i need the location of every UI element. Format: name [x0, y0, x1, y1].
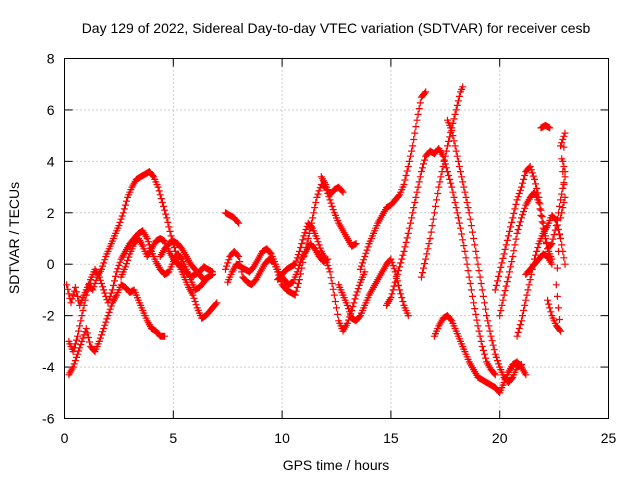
data-point-markers — [504, 358, 530, 379]
y-tick-label: 8 — [47, 51, 55, 67]
data-point-markers — [444, 116, 525, 386]
x-tick-label: 15 — [383, 430, 399, 446]
series-track-16 — [430, 312, 512, 397]
series-track-5 — [156, 237, 216, 284]
data-point-markers — [65, 227, 216, 356]
series-track-15 — [444, 116, 525, 386]
data-point-markers — [335, 255, 412, 325]
series-track-6 — [222, 209, 243, 227]
data-point-markers — [537, 121, 554, 132]
series-track-3 — [65, 281, 169, 379]
series-track-20 — [504, 358, 530, 379]
data-point-markers — [417, 83, 467, 281]
data-point-markers — [222, 209, 243, 227]
x-tick-label: 5 — [169, 430, 177, 446]
series-track-21 — [522, 250, 556, 278]
data-point-markers — [317, 173, 347, 199]
x-tick-label: 20 — [492, 430, 508, 446]
data-point-markers — [544, 129, 569, 335]
series-track-12 — [356, 88, 430, 273]
chart-title: Day 129 of 2022, Sidereal Day-to-day VTE… — [82, 20, 591, 36]
data-point-markers — [356, 88, 430, 273]
x-tick-label: 25 — [601, 430, 617, 446]
axis-ticks: 0 5 10 15 20 25 -6 -4 -2 0 2 4 6 8 — [42, 51, 616, 447]
series-track-11 — [335, 255, 412, 325]
data-point-markers — [383, 145, 499, 379]
y-tick-label: -2 — [42, 308, 55, 324]
series-track-22 — [537, 121, 554, 132]
series-track-2 — [65, 227, 216, 356]
y-tick-label: 2 — [47, 205, 55, 221]
series-track-4 — [117, 235, 216, 281]
x-tick-label: 10 — [274, 430, 290, 446]
plot-frame — [64, 58, 609, 419]
series-track-19 — [513, 211, 569, 340]
x-tick-label: 0 — [61, 430, 69, 446]
y-tick-label: 6 — [47, 102, 55, 118]
x-axis-label: GPS time / hours — [283, 457, 390, 473]
data-point-markers — [224, 240, 332, 289]
series-track-13 — [383, 145, 499, 379]
data-point-markers — [513, 211, 569, 340]
y-axis-label: SDTVAR / TECUs — [6, 182, 22, 294]
data-point-markers — [274, 219, 369, 335]
series-track-23 — [544, 129, 569, 335]
series-track-14 — [417, 83, 467, 281]
data-point-markers — [522, 250, 556, 278]
y-tick-label: -6 — [42, 411, 55, 427]
data-point-markers — [65, 281, 169, 379]
y-tick-label: 4 — [47, 153, 55, 169]
series-track-9 — [274, 219, 369, 335]
series-track-8 — [224, 240, 332, 289]
data-points — [63, 83, 569, 397]
data-point-markers — [156, 237, 216, 284]
series-track-10 — [317, 173, 347, 199]
y-tick-label: -4 — [42, 359, 55, 375]
data-point-markers — [117, 235, 216, 281]
data-point-markers — [430, 312, 512, 397]
y-tick-label: 0 — [47, 256, 55, 272]
